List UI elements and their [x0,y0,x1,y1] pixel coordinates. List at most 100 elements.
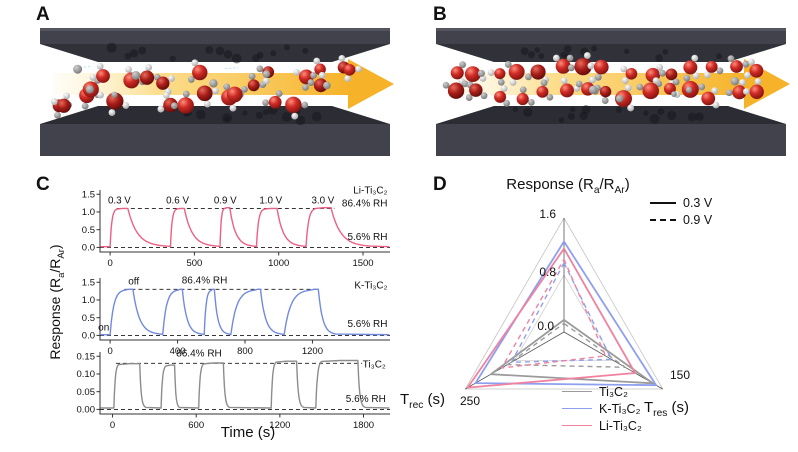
k-ti3c2-response-plot: 0 400 800 1200 0.0 0.5 1.0 1.5 off on 86.4% RH K-Ti… [50,274,400,360]
chart-ti3c2_response: 0 600 1200 1800 0.00 0.05 0.10 0.15 86.4% RH Ti₃C… [77,349,390,431]
trec-axis-label: Trec (s) [400,391,445,411]
molecule-shadow [538,53,545,60]
water-molecule [285,96,309,120]
water-molecule [701,87,720,109]
x-tick-label: 0 [110,420,115,431]
y-tick-label: 1.0 [82,207,95,218]
radar-chart [400,170,798,452]
molecule-shadow [695,112,704,121]
molecule-shadow [558,117,565,123]
water-molecule [487,68,506,86]
surface-atom [131,70,141,80]
radar-panel: Response (Ra/RAr) 1.6 0.8 0.0 150 250 Tr… [400,170,798,452]
c-x-axis-label: Time (s) [220,424,276,441]
y-tick-label: 0.00 [77,405,96,416]
water-molecule [196,85,219,108]
water-molecule [504,61,525,86]
x-tick-label: 0 [107,346,112,357]
y-tick-label: 0.10 [77,369,96,380]
ti3c2-line-icon [562,391,592,392]
molecule-shadow [523,107,533,117]
voltage-peak-label: 0.3 V [108,195,131,206]
molecule-shadow [252,54,260,62]
molecule-shadow [284,44,290,51]
water-molecule [594,84,612,104]
molecule-shadow [302,47,309,54]
water-molecule [156,75,175,95]
top-slab-wedge [40,44,390,62]
annotation-label: Ti₃C₂ [363,360,386,371]
molecule-shadow [106,42,117,53]
annotation-label: 86.4% RH [182,276,228,287]
x-tick-label: 1200 [302,346,323,357]
molecule-shadow [520,47,529,56]
top-slab [40,28,390,44]
surface-atom [262,70,271,78]
radar-series-litic-03 [466,247,637,389]
h-bond-icon [225,67,239,69]
molecule-shadow [643,110,649,116]
top-slab [436,28,786,44]
annotation-label: K-Ti₃C₂ [354,280,387,291]
water-molecule [465,83,488,101]
molecule-shadow [263,109,269,115]
water-molecule [106,92,130,116]
bottom-slab-wedge [436,106,786,124]
surface-atom [477,69,485,77]
molecule-shadow [124,52,132,60]
chart-k_ti3c2_response: 0 400 800 1200 0.0 0.5 1.0 1.5 off on 86.4% RH K-Ti… [82,276,390,357]
water-molecule [187,59,208,83]
x-tick-label: 0 [107,258,112,269]
x-tick-label: 1000 [268,258,289,269]
molecule-shadow [242,110,248,116]
molecule-shadow [563,45,572,53]
water-molecule [560,77,581,98]
surface-atom [615,94,624,103]
water-molecule [89,62,110,83]
material-legend-label: Li-Ti₃C₂ [599,418,642,433]
bottom-slab-wedge [40,106,390,124]
axes [99,190,390,253]
surface-atom [209,79,218,88]
water-molecule [525,64,550,84]
y-tick-label: 1.5 [82,277,95,288]
response-axis-tick-mid: 0.8 [539,265,556,279]
surface-atom [685,86,693,93]
response-curve-ti3c2_response [100,359,390,409]
radar-spoke [465,331,565,390]
x-tick-label: 1200 [269,420,290,431]
water-molecule [343,63,362,83]
water-molecule [442,80,469,99]
material-legend-row: Li-Ti₃C₂ [562,417,642,434]
water-molecule [743,58,764,79]
water-molecule [703,60,724,79]
water-molecule [615,84,635,112]
water-molecule [536,79,554,101]
molecule-shadow [570,106,576,113]
y-tick-label: 0.5 [82,313,95,324]
material-legend: Ti₃C₂ K-Ti₃C₂ Li-Ti₃C₂ [562,383,642,434]
response-curve-k_ti3c2_response [100,288,390,336]
material-legend-label: K-Ti₃C₂ [599,401,641,416]
axes [99,352,390,415]
surface-atom [73,64,83,74]
water-molecule [683,54,700,80]
radar-series-litic-09 [500,258,607,369]
material-legend-row: K-Ti₃C₂ [562,400,642,417]
voltage-legend-label: 0.9 V [683,212,713,227]
x-tick-label: 1800 [353,420,374,431]
voltage-legend: 0.3 V 0.9 V [650,194,712,228]
water-molecule [552,54,574,74]
x-tick-label: 400 [170,346,186,357]
panel-c-label: C [36,174,51,195]
water-molecule [223,83,248,103]
voltage-legend-row: 0.3 V [650,194,712,211]
bottom-slab [436,124,786,156]
response-axis-tick-max: 1.6 [539,207,556,221]
x-tick-label: 800 [237,346,253,357]
material-legend-label: Ti₃C₂ [599,384,628,399]
annotation-label: 86.4% RH [342,198,388,209]
tres-axis-label: Tres (s) [644,399,689,419]
molecular-channel-illustration-b [430,24,794,162]
